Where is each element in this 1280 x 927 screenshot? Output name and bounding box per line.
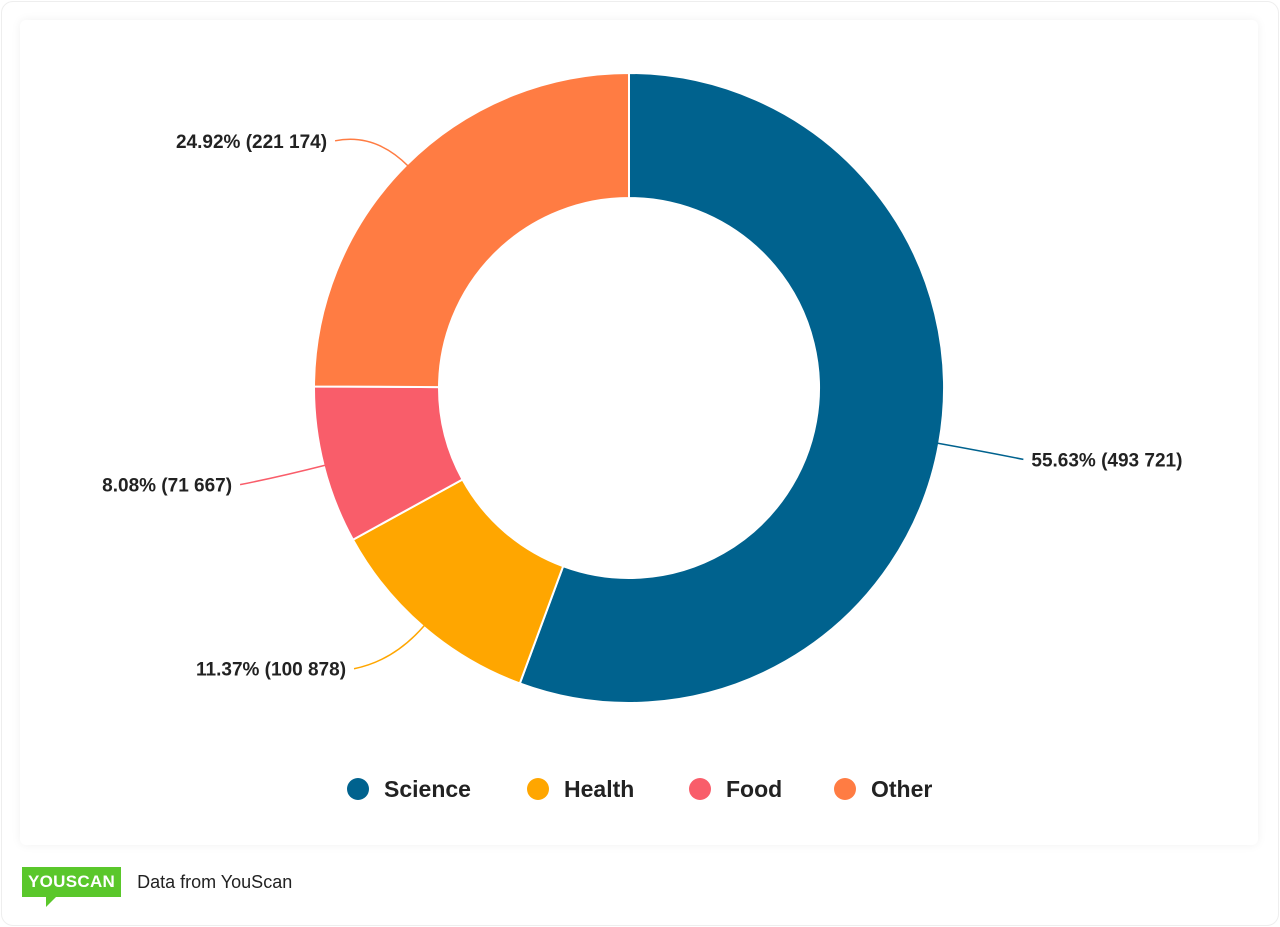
legend-item-science[interactable]: Science [384,776,471,802]
leader-line [936,442,1024,461]
legend-item-food[interactable]: Food [726,776,782,802]
legend-marker-science[interactable] [347,778,369,800]
data-label: 55.63% (493 721) [1031,450,1182,471]
legend-item-other[interactable]: Other [871,776,932,802]
data-label: 24.92% (221 174) [176,132,327,153]
footer: YOUSCAN Data from YouScan [22,867,293,907]
data-label: 11.37% (100 878) [196,660,346,681]
source-text: Data from YouScan [137,871,293,892]
legend-marker-health[interactable] [527,778,549,800]
legend-item-health[interactable]: Health [564,776,634,802]
leader-line [334,138,409,167]
leader-line [239,464,326,486]
youscan-logo[interactable]: YOUSCAN [22,867,122,907]
leader-line [353,624,426,670]
legend-marker-food[interactable] [689,778,711,800]
slice-science[interactable] [518,71,945,704]
slice-other[interactable] [312,71,630,389]
data-label: 8.08% (71 667) [102,476,232,497]
legend-marker-other[interactable] [834,778,856,800]
